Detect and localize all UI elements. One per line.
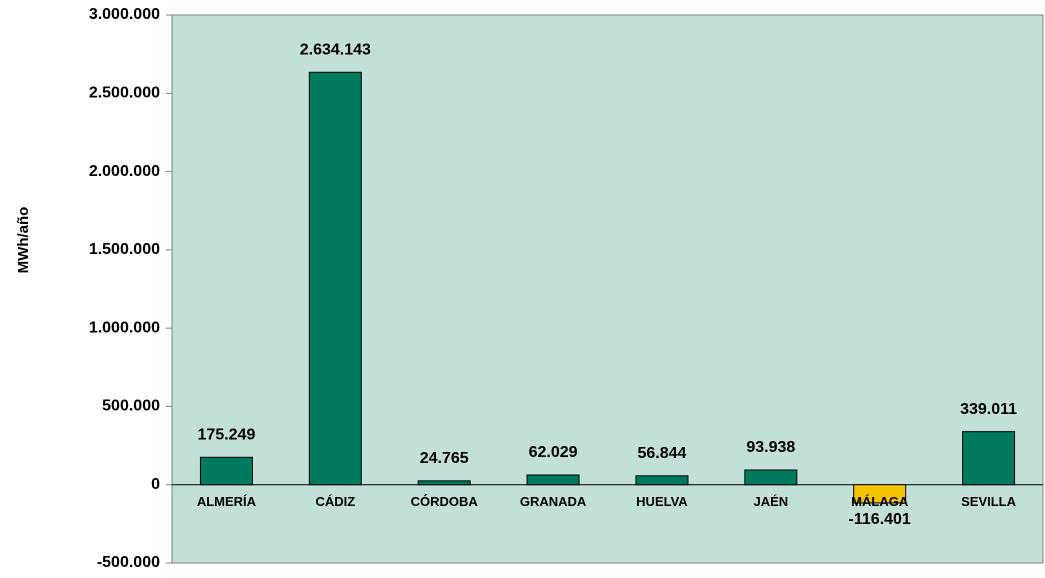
y-tick-label: 500.000 [102, 398, 160, 415]
bar [635, 475, 689, 486]
x-tick-label: GRANADA [520, 494, 587, 509]
x-tick-label: ALMERÍA [197, 494, 257, 509]
x-tick-label: JAÉN [753, 494, 788, 509]
bar [962, 431, 1016, 486]
bar [744, 469, 798, 486]
bar [526, 474, 580, 486]
x-tick-label: MÁLAGA [851, 494, 909, 509]
value-label: 62.029 [529, 444, 578, 461]
y-tick-label: 1.000.000 [89, 319, 160, 336]
bar [417, 480, 471, 486]
bar [853, 484, 907, 504]
y-tick-label: -500.000 [97, 554, 160, 571]
value-label: 2.634.143 [300, 42, 371, 59]
y-axis-title: MWh/año [15, 207, 32, 274]
bar [308, 71, 362, 486]
value-label: 24.765 [420, 450, 469, 467]
x-tick-label: SEVILLA [961, 494, 1017, 509]
y-tick-label: 2.500.000 [89, 85, 160, 102]
x-tick-label: CÓRDOBA [411, 494, 479, 509]
bar [199, 456, 253, 486]
value-label: 56.844 [637, 445, 686, 462]
y-tick-label: 1.500.000 [89, 241, 160, 258]
plot-area [171, 14, 1044, 564]
y-tick-label: 0 [151, 476, 160, 493]
value-label: 175.249 [198, 426, 256, 443]
y-tick-label: 2.000.000 [89, 163, 160, 180]
value-label: 93.938 [746, 439, 795, 456]
x-tick-label: HUELVA [636, 494, 688, 509]
value-label: -116.401 [849, 511, 911, 528]
value-label: 339.011 [960, 401, 1017, 418]
y-tick-label: 3.000.000 [89, 6, 160, 23]
x-tick-label: CÁDIZ [315, 494, 355, 509]
